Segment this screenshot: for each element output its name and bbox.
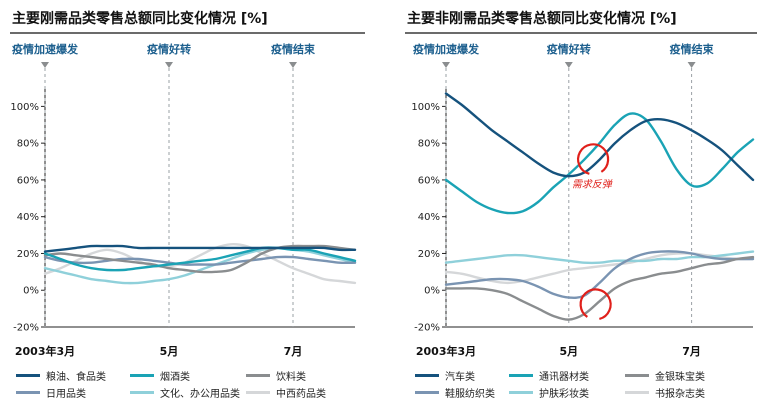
line-chart: -20% 0% 20% 40% 60% 80% 100% 2003年3月 5月 7月 疫情加速爆发 疫… <box>10 42 357 358</box>
event-label: 疫情结束 <box>670 42 715 56</box>
y-tick-label: 0% <box>23 286 39 297</box>
series-line <box>444 252 755 285</box>
annotation-label: 需求反弹 <box>572 179 613 191</box>
legend-item: 鞋服纺织类 <box>415 385 495 400</box>
y-tick-label: 80% <box>418 139 440 150</box>
event-marker-icon <box>289 62 297 68</box>
event-marker-icon <box>442 62 450 68</box>
series-line <box>444 250 755 299</box>
legend-label: 通讯器材类 <box>539 372 589 383</box>
x-tick-label: 5月 <box>160 345 179 358</box>
event-marker-icon <box>687 62 696 68</box>
event-label: 疫情加速爆发 <box>12 42 79 56</box>
legend-swatch <box>415 374 439 377</box>
y-tick-label: 40% <box>418 212 440 223</box>
legend-item: 汽车类 <box>415 368 475 383</box>
legend-label: 中西药品类 <box>276 389 326 400</box>
legend-label: 护肤彩妆类 <box>539 389 589 400</box>
legend-label: 烟酒类 <box>160 372 190 383</box>
y-tick-label: 40% <box>17 212 39 223</box>
series-line <box>43 243 357 285</box>
legend-swatch <box>130 374 154 377</box>
event-label: 疫情好转 <box>147 42 191 56</box>
legend-swatch <box>415 391 439 394</box>
x-tick-label: 2003年3月 <box>15 344 75 358</box>
y-tick-label: 100% <box>411 102 440 113</box>
series-line <box>43 255 357 266</box>
legend-item: 书报杂志类 <box>625 385 705 400</box>
legend-item: 日用品类 <box>16 385 86 400</box>
x-tick-label: 2003年3月 <box>416 344 476 358</box>
event-marker-icon <box>564 62 573 68</box>
legend-swatch <box>509 391 533 394</box>
legend-label: 书报杂志类 <box>655 389 705 400</box>
legend-item: 烟酒类 <box>130 368 190 383</box>
legend-swatch <box>625 391 649 394</box>
legend-swatch <box>246 374 270 377</box>
series-line <box>43 244 357 253</box>
legend-item: 文化、办公用品类 <box>130 385 240 400</box>
series-line <box>444 112 755 215</box>
legend-swatch <box>246 391 270 394</box>
y-tick-label: 20% <box>17 249 39 260</box>
legend-label: 粮油、食品类 <box>46 372 106 383</box>
right-chart-panel: 主要非刚需品类零售总额同比变化情况 [%] -20% 0% 20% 40% 60% 80%… <box>381 0 762 416</box>
legend-label: 鞋服纺织类 <box>445 389 495 400</box>
line-chart: -20% 0% 20% 40% 60% 80% 100% 2003年3月 5月 7月 疫情加速爆发 疫… <box>411 42 755 358</box>
x-tick-label: 7月 <box>284 345 303 358</box>
legend-item: 粮油、食品类 <box>16 368 106 383</box>
event-label: 疫情结束 <box>271 42 316 56</box>
x-tick-label: 5月 <box>559 345 578 358</box>
series-line <box>43 246 357 285</box>
legend-item: 护肤彩妆类 <box>509 385 589 400</box>
legend-swatch <box>16 374 40 377</box>
event-marker-icon <box>165 62 173 68</box>
y-tick-label: 60% <box>418 175 440 186</box>
legend-label: 金银珠宝类 <box>655 372 705 383</box>
y-tick-label: 80% <box>17 139 39 150</box>
series-line <box>444 255 755 321</box>
left-chart-panel: 主要刚需品类零售总额同比变化情况 [%] -20% 0% 20% 40% 60% 80% 1… <box>10 11 365 400</box>
y-tick-label: -20% <box>13 323 39 334</box>
legend-label: 饮料类 <box>276 372 306 383</box>
legend-item: 中西药品类 <box>246 385 326 400</box>
x-tick-label: 7月 <box>682 345 701 358</box>
legend-label: 汽车类 <box>445 372 475 383</box>
legend-item: 饮料类 <box>246 368 306 383</box>
y-tick-label: 20% <box>418 249 440 260</box>
y-tick-label: -20% <box>414 323 440 334</box>
legend-item: 金银珠宝类 <box>625 368 705 383</box>
y-tick-label: 100% <box>10 102 39 113</box>
y-tick-label: 60% <box>17 175 39 186</box>
event-label: 疫情加速爆发 <box>413 42 480 56</box>
series-line <box>444 92 755 182</box>
rebound-circle-icon <box>579 288 612 321</box>
legend-swatch <box>509 374 533 377</box>
title-rule <box>10 32 365 34</box>
legend-label: 日用品类 <box>46 389 86 400</box>
chart-title: 主要刚需品类零售总额同比变化情况 [%] <box>12 11 268 27</box>
legend-swatch <box>625 374 649 377</box>
series-line <box>43 246 357 272</box>
legend-swatch <box>16 391 40 394</box>
event-label: 疫情好转 <box>547 42 591 56</box>
legend-item: 通讯器材类 <box>509 368 589 383</box>
rebound-circle-icon <box>577 143 610 175</box>
legend-swatch <box>130 391 154 394</box>
title-rule <box>405 32 757 34</box>
event-marker-icon <box>41 62 49 68</box>
chart-title: 主要非刚需品类零售总额同比变化情况 [%] <box>407 11 677 27</box>
legend-label: 文化、办公用品类 <box>160 389 240 400</box>
series-line <box>43 244 357 274</box>
y-tick-label: 0% <box>424 286 440 297</box>
